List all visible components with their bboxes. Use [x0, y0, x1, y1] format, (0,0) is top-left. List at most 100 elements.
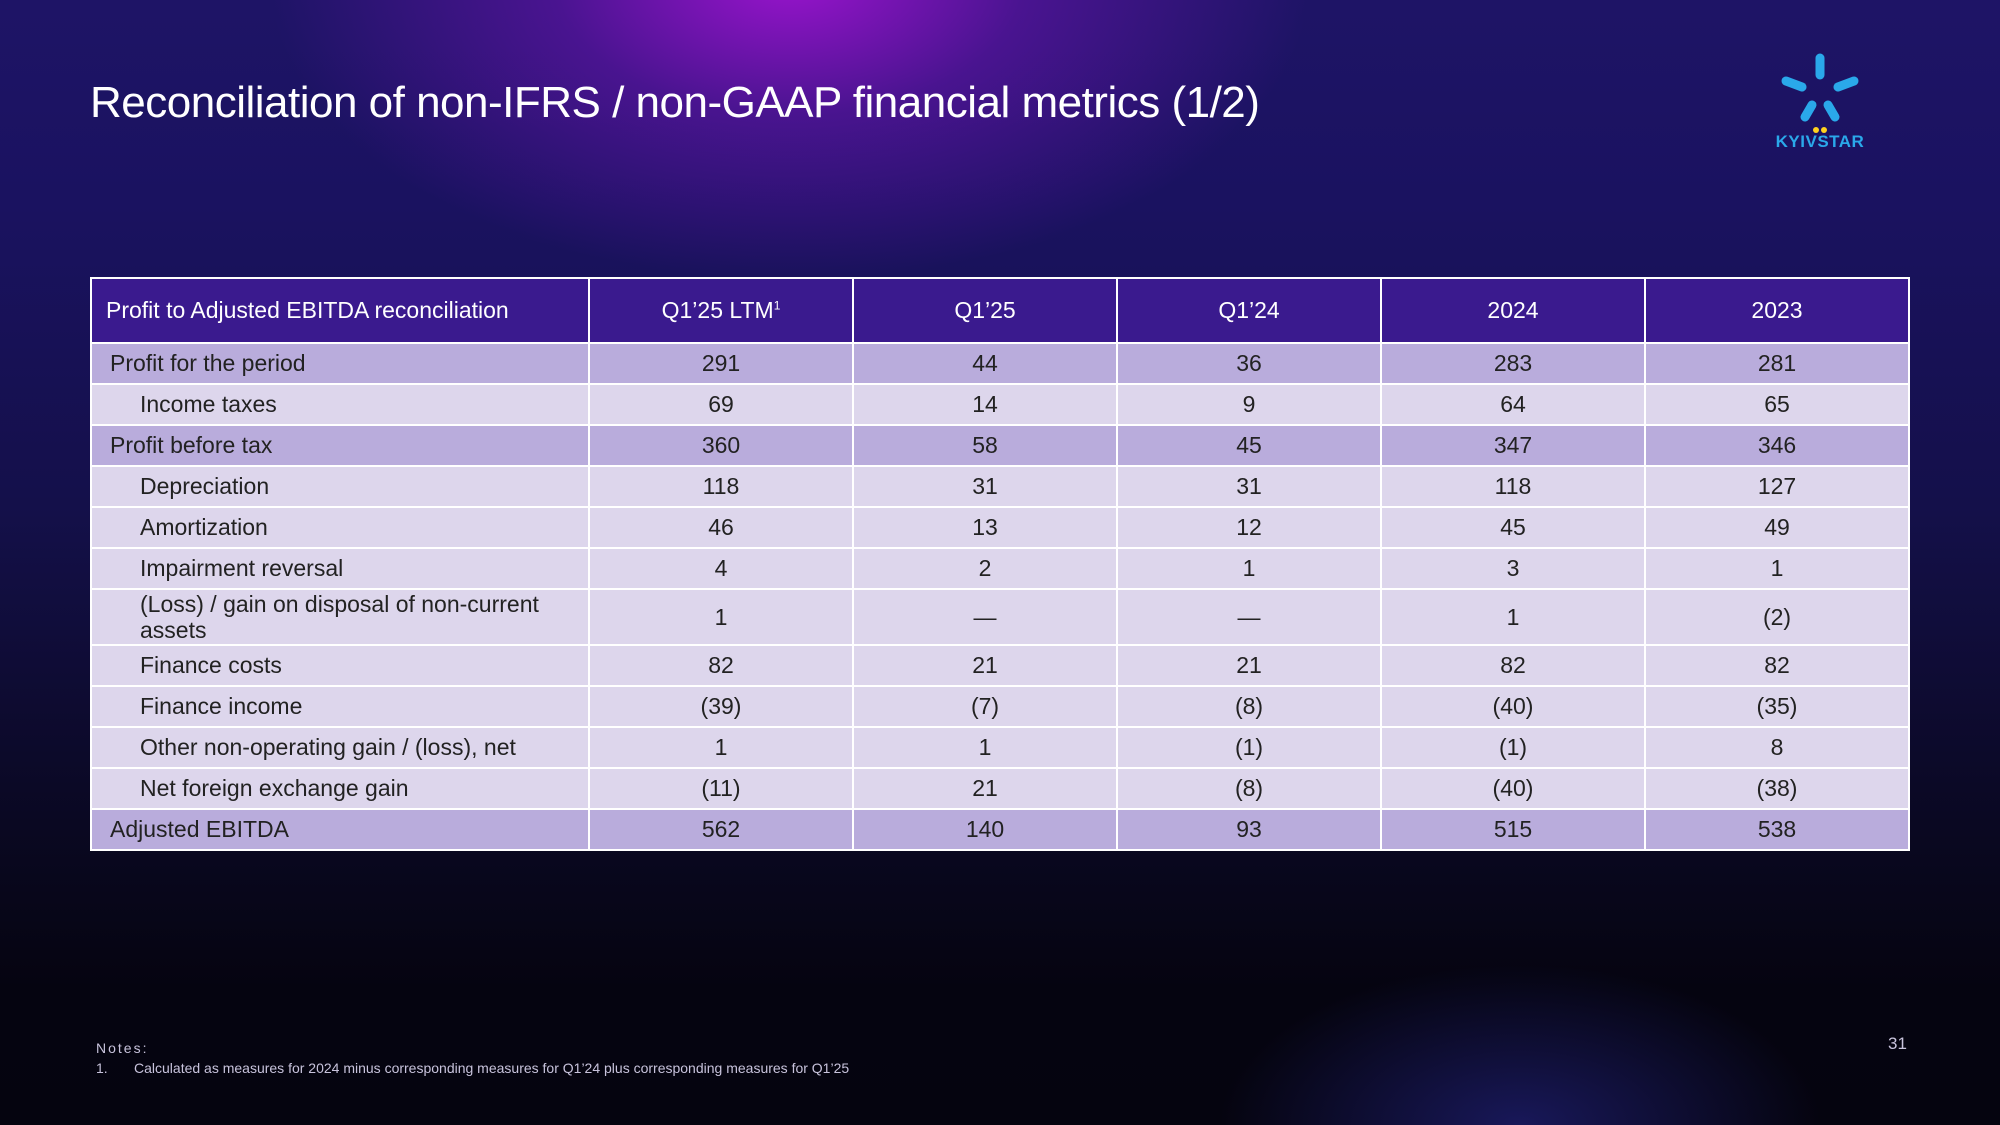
cell: 1	[1380, 588, 1646, 646]
cell: (40)	[1380, 767, 1646, 810]
cell: 2	[852, 547, 1118, 590]
cell: 65	[1644, 383, 1910, 426]
table-row: (Loss) / gain on disposal of non-current…	[90, 588, 1910, 646]
footnotes: Notes: 1. Calculated as measures for 2024…	[96, 1040, 849, 1076]
row-label: Finance costs	[90, 644, 590, 687]
cell: 1	[588, 726, 854, 769]
header-q1-25-ltm: Q1’25 LTM1	[588, 277, 854, 344]
cell: 93	[1116, 808, 1382, 851]
cell: 21	[1116, 644, 1382, 687]
row-label: Other non-operating gain / (loss), net	[90, 726, 590, 769]
cell: (8)	[1116, 685, 1382, 728]
cell: 515	[1380, 808, 1646, 851]
page-number: 31	[1888, 1034, 1907, 1053]
header-q1-24: Q1’24	[1116, 277, 1382, 344]
cell: 12	[1116, 506, 1382, 549]
cell: 1	[588, 588, 854, 646]
cell: 360	[588, 424, 854, 467]
notes-heading: Notes:	[96, 1040, 149, 1056]
cell: 21	[852, 767, 1118, 810]
footnote-number: 1.	[96, 1060, 108, 1076]
cell: 44	[852, 342, 1118, 385]
cell: 36	[1116, 342, 1382, 385]
cell: 31	[852, 465, 1118, 508]
row-label: Depreciation	[90, 465, 590, 508]
cell: (40)	[1380, 685, 1646, 728]
cell: 45	[1380, 506, 1646, 549]
cell: 538	[1644, 808, 1910, 851]
page-title: Reconciliation of non-IFRS / non-GAAP fi…	[90, 78, 1260, 127]
footnote-text: Calculated as measures for 2024 minus co…	[134, 1060, 850, 1076]
cell: 64	[1380, 383, 1646, 426]
cell: 14	[852, 383, 1118, 426]
cell: 58	[852, 424, 1118, 467]
table-row: Income taxes 69 14 9 64 65	[90, 383, 1910, 426]
table-row: Net foreign exchange gain (11) 21 (8) (4…	[90, 767, 1910, 810]
cell: 1	[1116, 547, 1382, 590]
cell: 46	[588, 506, 854, 549]
cell: 127	[1644, 465, 1910, 508]
table-row: Profit before tax 360 58 45 347 346	[90, 424, 1910, 467]
cell: 1	[1644, 547, 1910, 590]
cell: 8	[1644, 726, 1910, 769]
cell: (1)	[1380, 726, 1646, 769]
cell: 562	[588, 808, 854, 851]
cell: 21	[852, 644, 1118, 687]
header-2024: 2024	[1380, 277, 1646, 344]
header-2023: 2023	[1644, 277, 1910, 344]
cell: (39)	[588, 685, 854, 728]
cell: 4	[588, 547, 854, 590]
cell: (1)	[1116, 726, 1382, 769]
cell: 346	[1644, 424, 1910, 467]
cell: —	[852, 588, 1118, 646]
cell: 118	[588, 465, 854, 508]
row-label: Income taxes	[90, 383, 590, 426]
cell: 31	[1116, 465, 1382, 508]
cell: 3	[1380, 547, 1646, 590]
table-row: Adjusted EBITDA 562 140 93 515 538	[90, 808, 1910, 851]
header-q1-25: Q1’25	[852, 277, 1118, 344]
kyivstar-logo: KYIVSTAR	[1772, 50, 1868, 154]
logo-wordmark: KYIVSTAR	[1775, 132, 1865, 151]
logo-dots	[1772, 126, 1868, 133]
cell: 118	[1380, 465, 1646, 508]
row-label: Adjusted EBITDA	[90, 808, 590, 851]
cell: (38)	[1644, 767, 1910, 810]
footnote-item: 1. Calculated as measures for 2024 minus …	[96, 1060, 849, 1076]
row-label: Amortization	[90, 506, 590, 549]
cell: 283	[1380, 342, 1646, 385]
cell: 347	[1380, 424, 1646, 467]
table-row: Impairment reversal 4 2 1 3 1	[90, 547, 1910, 590]
row-label: Impairment reversal	[90, 547, 590, 590]
cell: 82	[588, 644, 854, 687]
cell: 82	[1644, 644, 1910, 687]
cell: 281	[1644, 342, 1910, 385]
cell: (11)	[588, 767, 854, 810]
table-row: Depreciation 118 31 31 118 127	[90, 465, 1910, 508]
cell: 140	[852, 808, 1118, 851]
table-row: Other non-operating gain / (loss), net 1…	[90, 726, 1910, 769]
reconciliation-table: Profit to Adjusted EBITDA reconciliation…	[90, 277, 1910, 851]
table-row: Finance income (39) (7) (8) (40) (35)	[90, 685, 1910, 728]
cell: —	[1116, 588, 1382, 646]
cell: (8)	[1116, 767, 1382, 810]
row-label: (Loss) / gain on disposal of non-current…	[90, 588, 590, 646]
header-label: Profit to Adjusted EBITDA reconciliation	[90, 277, 590, 344]
cell: 291	[588, 342, 854, 385]
cell: 69	[588, 383, 854, 426]
footnote-marker: 1	[773, 298, 781, 313]
row-label: Finance income	[90, 685, 590, 728]
star-icon	[1781, 53, 1859, 122]
table-header-row: Profit to Adjusted EBITDA reconciliation…	[90, 277, 1910, 344]
table-row: Amortization 46 13 12 45 49	[90, 506, 1910, 549]
cell: 82	[1380, 644, 1646, 687]
cell: (35)	[1644, 685, 1910, 728]
row-label: Net foreign exchange gain	[90, 767, 590, 810]
table-row: Profit for the period 291 44 36 283 281	[90, 342, 1910, 385]
cell: (7)	[852, 685, 1118, 728]
cell: 9	[1116, 383, 1382, 426]
cell: 13	[852, 506, 1118, 549]
cell: 49	[1644, 506, 1910, 549]
row-label: Profit before tax	[90, 424, 590, 467]
cell: 1	[852, 726, 1118, 769]
